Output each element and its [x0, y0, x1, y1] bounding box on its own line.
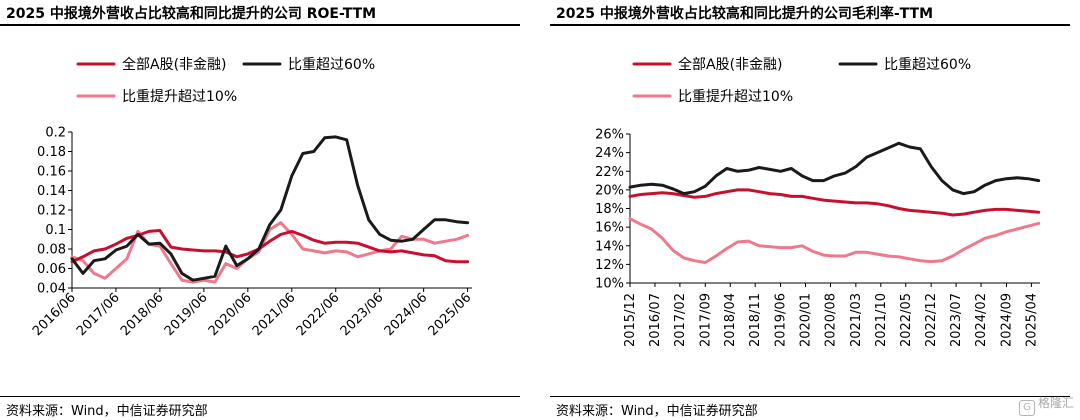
series-line-pink: [70, 221, 470, 284]
x-tick-label: 2025/04: [1024, 293, 1039, 347]
x-tick-label: 2019/06: [162, 290, 211, 339]
title-divider: [550, 24, 1070, 26]
x-tick-label: 2017/09: [698, 293, 713, 347]
x-tick-label: 2019/06: [774, 293, 789, 347]
glh-logo-icon: G: [1018, 400, 1035, 416]
series-line-red: [628, 188, 1041, 217]
x-tick-label: 2021/03: [849, 293, 864, 347]
y-tick-label: 0.08: [37, 243, 66, 258]
y-tick-label: 16%: [595, 221, 624, 236]
y-tick-label: 14%: [595, 239, 624, 254]
legend-label: 比重超过60%: [884, 57, 971, 73]
y-tick-label: 24%: [595, 146, 624, 161]
source-note: 资料来源：Wind，中信证券研究部: [556, 404, 758, 419]
x-tick-label: 2018/06: [118, 290, 167, 339]
x-tick-label: 2024/06: [382, 290, 431, 339]
legend-label: 比重提升超过10%: [678, 89, 793, 105]
x-tick-label: 2016/06: [30, 290, 79, 339]
legend-label: 全部A股(非金融): [122, 56, 227, 73]
x-tick-label: 2017/02: [673, 293, 688, 347]
title-divider: [0, 24, 520, 26]
y-tick-label: 12%: [595, 258, 624, 273]
series-line-pink: [628, 217, 1041, 264]
x-tick-label: 2024/02: [974, 293, 989, 347]
watermark-text: 格隆汇: [1037, 396, 1074, 410]
source-divider: [0, 396, 520, 397]
legend-label: 比重提升超过10%: [122, 89, 237, 105]
chart-title: 2025 中报境外营收占比较高和同比提升的公司毛利率-TTM: [556, 6, 934, 22]
y-tick-label: 0.12: [37, 204, 66, 219]
x-tick-label: 2016/07: [648, 293, 663, 347]
x-tick-label: 2022/06: [294, 290, 343, 339]
y-tick-label: 0.18: [37, 145, 66, 160]
x-tick-label: 2018/11: [748, 293, 763, 347]
left-chart-panel: 2025 中报境外营收占比较高和同比提升的公司 ROE-TTM 0.04 0.06…: [0, 0, 530, 420]
right-chart-panel: 2025 中报境外营收占比较高和同比提升的公司毛利率-TTM 10% 12% 14%…: [550, 0, 1080, 420]
y-tick-label: 0.06: [37, 262, 66, 277]
y-tick-label: 22%: [595, 165, 624, 180]
y-tick-label: 0.16: [37, 165, 66, 180]
watermark: G 格隆汇: [1018, 394, 1074, 416]
y-tick-label: 10%: [595, 277, 624, 292]
x-tick-label: 2020/06: [206, 290, 255, 339]
y-tick-label: 0.04: [37, 282, 66, 297]
x-tick-label: 2024/09: [999, 293, 1014, 347]
x-tick-label: 2025/06: [426, 290, 475, 339]
x-tick-label: 2017/06: [74, 290, 123, 339]
x-tick-label: 2018/04: [723, 293, 738, 347]
x-tick-label: 2020/08: [823, 293, 838, 347]
y-tick-label: 26%: [595, 128, 624, 143]
x-tick-label: 2023/07: [949, 293, 964, 347]
series-line-black: [70, 135, 470, 282]
x-tick-label: 2020/01: [799, 293, 814, 347]
y-tick-label: 20%: [595, 183, 624, 198]
source-note: 资料来源：Wind，中信证券研究部: [6, 404, 208, 419]
x-tick-label: 2015/12: [623, 293, 638, 347]
y-tick-label: 0.2: [45, 126, 66, 141]
y-tick-label: 0.1: [45, 223, 66, 238]
x-tick-label: 2021/10: [874, 293, 889, 347]
chart-title: 2025 中报境外营收占比较高和同比提升的公司 ROE-TTM: [6, 6, 377, 22]
legend-label: 比重超过60%: [288, 57, 375, 73]
y-tick-label: 18%: [595, 202, 624, 217]
x-tick-label: 2022/05: [899, 293, 914, 347]
y-tick-label: 0.14: [37, 184, 66, 199]
x-tick-label: 2023/06: [338, 290, 387, 339]
source-divider: [550, 396, 1070, 397]
roe-line-chart: 0.04 0.06 0.08 0.1 0.12 0.14 0.16 0.18 0.2 2016/0…: [30, 56, 475, 339]
x-tick-label: 2022/12: [924, 293, 939, 347]
series-line-black: [628, 141, 1041, 196]
legend-label: 全部A股(非金融): [678, 56, 783, 73]
x-tick-label: 2021/06: [250, 290, 299, 339]
gross-margin-line-chart: 10% 12% 14% 16% 18% 20% 22% 24% 26% 2015/12 2016/0…: [595, 56, 1041, 347]
